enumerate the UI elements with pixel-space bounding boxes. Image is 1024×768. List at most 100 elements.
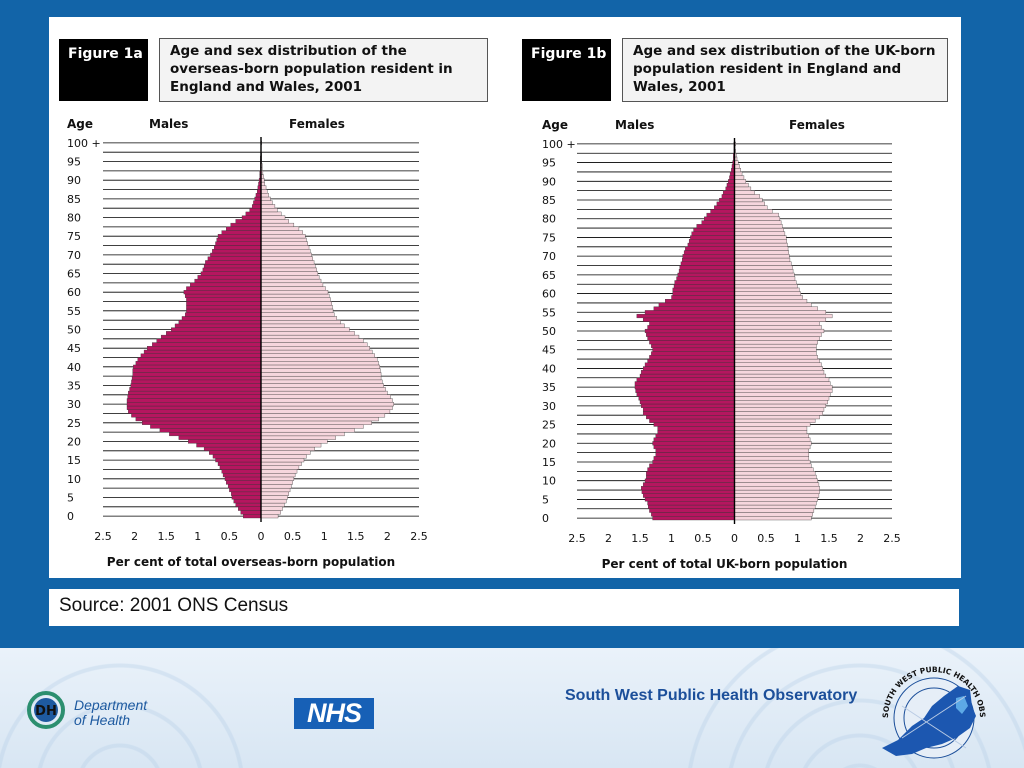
x-tick-label: 1.5 (347, 530, 365, 543)
female-bar (734, 516, 812, 521)
age-tick-label: 80 (542, 213, 556, 226)
male-bar (651, 343, 735, 349)
male-bar (714, 205, 735, 210)
female-bar (734, 471, 816, 476)
female-bar (734, 463, 812, 468)
male-bar (648, 504, 735, 509)
male-bar (636, 392, 735, 397)
female-bar (734, 396, 830, 401)
age-tick-label: 15 (67, 454, 81, 467)
male-bar (652, 516, 735, 521)
female-bar (734, 340, 818, 345)
nhs-logo: NHS (294, 698, 374, 729)
female-bar (734, 467, 814, 472)
age-tick-label: 60 (542, 288, 556, 301)
female-bar (734, 205, 768, 210)
female-bar (734, 482, 820, 487)
male-bar (701, 220, 735, 225)
male-bar (704, 216, 735, 221)
x-tick-label: 1.5 (820, 532, 838, 545)
female-bar (734, 242, 788, 247)
male-bar (651, 512, 735, 517)
male-bar (728, 179, 735, 184)
male-bar (646, 471, 735, 476)
female-bar (734, 212, 779, 218)
x-tick-label: 2 (131, 530, 138, 543)
male-bar (674, 280, 735, 285)
female-bar (734, 366, 823, 371)
male-bar (679, 265, 735, 270)
male-bar (634, 381, 735, 386)
female-bar (734, 486, 820, 491)
x-tick-label: 1 (194, 530, 201, 543)
female-bar (734, 381, 831, 386)
age-tick-label: 20 (542, 437, 556, 450)
female-bar (734, 437, 811, 442)
age-tick-label: 50 (67, 324, 81, 337)
female-bar (734, 276, 796, 281)
female-bar (734, 284, 798, 289)
female-bar (734, 377, 830, 382)
age-tick-label: 45 (542, 344, 556, 357)
male-bar (641, 403, 735, 408)
age-tick-label: 95 (67, 156, 81, 169)
female-bar (734, 231, 786, 236)
female-bar (734, 362, 822, 367)
observatory-name: South West Public Health Observatory (565, 687, 858, 704)
female-bar (734, 512, 813, 517)
male-bar (649, 418, 735, 423)
female-bar (734, 343, 817, 349)
x-tick-label: 0.5 (757, 532, 775, 545)
department-of-health-text: Department of Health (74, 698, 147, 728)
age-tick-label: 70 (67, 249, 81, 262)
female-bar (734, 444, 811, 450)
male-bar (647, 501, 735, 506)
female-bar (734, 317, 827, 322)
female-bar (734, 164, 740, 169)
female-bar (734, 426, 808, 431)
male-bar (671, 295, 735, 300)
x-tick-label: 2.5 (410, 530, 428, 543)
x-tick-label: 1.5 (631, 532, 649, 545)
male-bar (691, 231, 735, 236)
male-bar (642, 493, 735, 498)
female-bar (734, 388, 833, 393)
males-legend-label: Males (149, 117, 188, 131)
x-tick-label: 0.5 (221, 530, 239, 543)
age-axis-label: Age (67, 117, 93, 131)
age-tick-label: 20 (67, 435, 81, 448)
observatory-seal-icon: SOUTH WEST PUBLIC HEALTH OBSERVATORY (872, 656, 987, 759)
male-bar (651, 351, 735, 356)
male-bar (649, 508, 735, 513)
x-tick-label: 1.5 (157, 530, 175, 543)
male-bar (644, 310, 735, 315)
female-bar (734, 501, 817, 506)
male-bar (639, 400, 735, 405)
male-bar (721, 194, 735, 199)
age-tick-label: 35 (542, 381, 556, 394)
male-bar (646, 332, 735, 337)
male-bar (722, 190, 735, 195)
male-bar (657, 426, 735, 431)
female-bar (734, 250, 789, 255)
age-tick-label: 100 + (67, 137, 101, 150)
age-tick-label: 0 (67, 510, 74, 523)
x-tick-label: 1 (668, 532, 675, 545)
female-bar (734, 310, 827, 315)
chart-uk-born: 0510152025303540455055606570758085909510… (542, 118, 901, 571)
x-tick-label: 2 (384, 530, 391, 543)
female-bar (734, 261, 792, 266)
x-tick-label: 0.5 (694, 532, 712, 545)
age-tick-label: 80 (67, 212, 81, 225)
male-bar (665, 299, 735, 304)
female-bar (734, 448, 810, 453)
female-bar (734, 332, 822, 337)
male-bar (644, 328, 735, 334)
age-tick-label: 65 (542, 269, 556, 282)
male-bar (716, 201, 735, 206)
dh-line1: Department (74, 697, 148, 713)
male-bar (642, 317, 735, 322)
male-bar (706, 212, 735, 218)
male-bar (652, 441, 735, 446)
age-tick-label: 30 (67, 398, 81, 411)
